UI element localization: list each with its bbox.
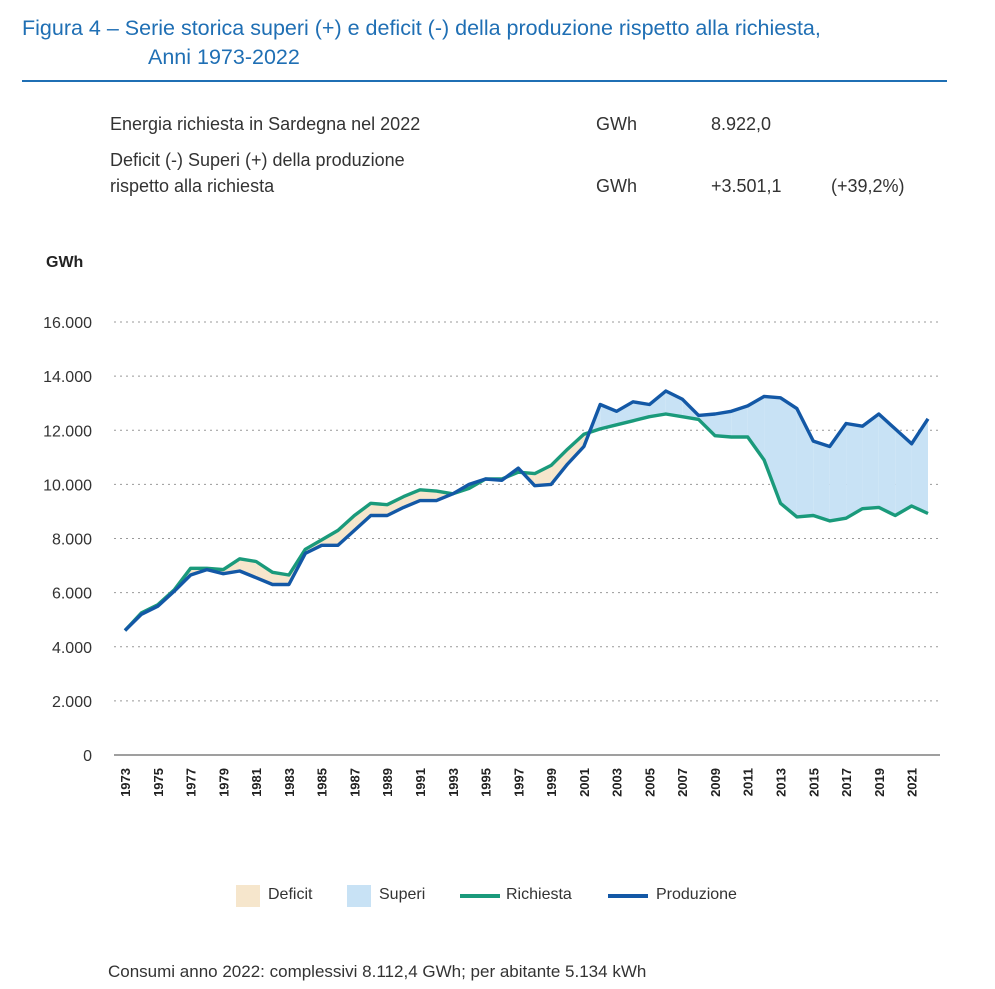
- x-tick-label: 1989: [380, 768, 395, 797]
- legend-swatch-richiesta: [460, 894, 500, 898]
- deficit-area: [354, 503, 371, 531]
- y-tick-label: 8.000: [52, 532, 92, 549]
- title-line-1: Figura 4 – Serie storica superi (+) e de…: [22, 16, 821, 40]
- info-row2-pct: (+39,2%): [831, 176, 905, 196]
- legend-swatch-deficit: [236, 885, 260, 907]
- produzione-line: [123, 389, 930, 632]
- x-tick-label: 1973: [118, 768, 133, 797]
- deficit-area: [534, 465, 552, 486]
- x-tick-label: 1991: [413, 768, 428, 797]
- deficit-area: [567, 434, 584, 465]
- x-tick-label: 1997: [511, 768, 526, 797]
- x-tick-label: 2021: [905, 768, 920, 797]
- legend-label-superi: Superi: [379, 886, 426, 903]
- superi-area: [846, 423, 863, 519]
- superi-area: [616, 401, 633, 425]
- superi-area: [747, 396, 765, 460]
- y-tick-label: 4.000: [52, 640, 92, 657]
- info-row1-value: 8.922,0: [711, 114, 772, 134]
- x-tick-label: 2017: [839, 768, 854, 797]
- deficit-area: [403, 489, 420, 508]
- superi-area: [780, 397, 797, 517]
- deficit-area: [338, 515, 355, 546]
- x-tick-label: 2009: [708, 768, 723, 797]
- y-tick-label: 2.000: [52, 694, 92, 711]
- x-tick-label: 2005: [642, 768, 657, 797]
- chart-title: Figura 4 – Serie storica superi (+) e de…: [22, 14, 972, 72]
- x-tick-label: 1985: [315, 768, 330, 797]
- y-tick-label: 12.000: [43, 423, 92, 440]
- legend-label-richiesta: Richiesta: [506, 886, 572, 903]
- x-tick-label: 1999: [544, 768, 559, 797]
- title-line-2: Anni 1973-2022: [148, 45, 300, 69]
- title-divider: [22, 80, 947, 82]
- info-row2-label-b: rispetto alla richiesta: [110, 176, 275, 196]
- superi-area: [829, 423, 847, 521]
- superi-area: [764, 396, 781, 504]
- info-row2-label-a: Deficit (-) Superi (+) della produzione: [110, 150, 405, 170]
- deficit-area: [387, 496, 404, 516]
- deficit-area: [551, 449, 568, 485]
- x-tick-label: 2019: [872, 768, 887, 797]
- info-row2-unit: GWh: [596, 176, 638, 196]
- legend-label-deficit: Deficit: [268, 886, 313, 903]
- deficit-area: [370, 503, 388, 516]
- x-tick-label: 1995: [479, 768, 494, 797]
- legend-swatch-produzione: [608, 894, 648, 898]
- x-tick-label: 2001: [577, 768, 592, 797]
- info-row2-value: +3.501,1: [711, 176, 782, 196]
- superi-area: [813, 441, 830, 521]
- x-tick-label: 2007: [675, 768, 690, 797]
- deficit-area: [420, 489, 437, 501]
- richiesta-line: [123, 412, 929, 632]
- y-tick-label: 14.000: [43, 369, 92, 386]
- footer-note: Consumi anno 2022: complessivi 8.112,4 G…: [108, 962, 647, 981]
- superi-area: [862, 414, 879, 509]
- superi-area: [895, 428, 912, 516]
- y-tick-label: 0: [83, 748, 92, 765]
- y-tick-label: 10.000: [43, 477, 92, 494]
- info-row1-label: Energia richiesta in Sardegna nel 2022: [110, 114, 421, 134]
- superi-area: [715, 411, 732, 437]
- x-tick-label: 2011: [741, 768, 756, 796]
- x-tick-label: 1981: [249, 768, 264, 797]
- x-tick-label: 1987: [347, 768, 362, 797]
- x-tick-label: 2003: [610, 768, 625, 797]
- deficit-area: [239, 558, 257, 578]
- y-axis-unit-label: GWh: [46, 254, 84, 271]
- info-row1-unit: GWh: [596, 114, 638, 134]
- legend-swatch-superi: [347, 885, 371, 907]
- x-tick-label: 2013: [774, 768, 789, 797]
- superi-area: [731, 405, 748, 437]
- x-tick-label: 1983: [282, 768, 297, 797]
- x-tick-label: 2015: [806, 768, 821, 797]
- x-tick-label: 1977: [184, 768, 199, 797]
- y-tick-label: 6.000: [52, 586, 92, 603]
- superi-area: [911, 418, 928, 514]
- x-tick-label: 1979: [216, 768, 231, 797]
- y-tick-label: 16.000: [43, 315, 92, 332]
- superi-area: [878, 414, 896, 516]
- legend-label-produzione: Produzione: [656, 886, 737, 903]
- x-tick-label: 1975: [151, 768, 166, 797]
- x-tick-label: 1993: [446, 768, 461, 797]
- superi-area: [649, 391, 666, 417]
